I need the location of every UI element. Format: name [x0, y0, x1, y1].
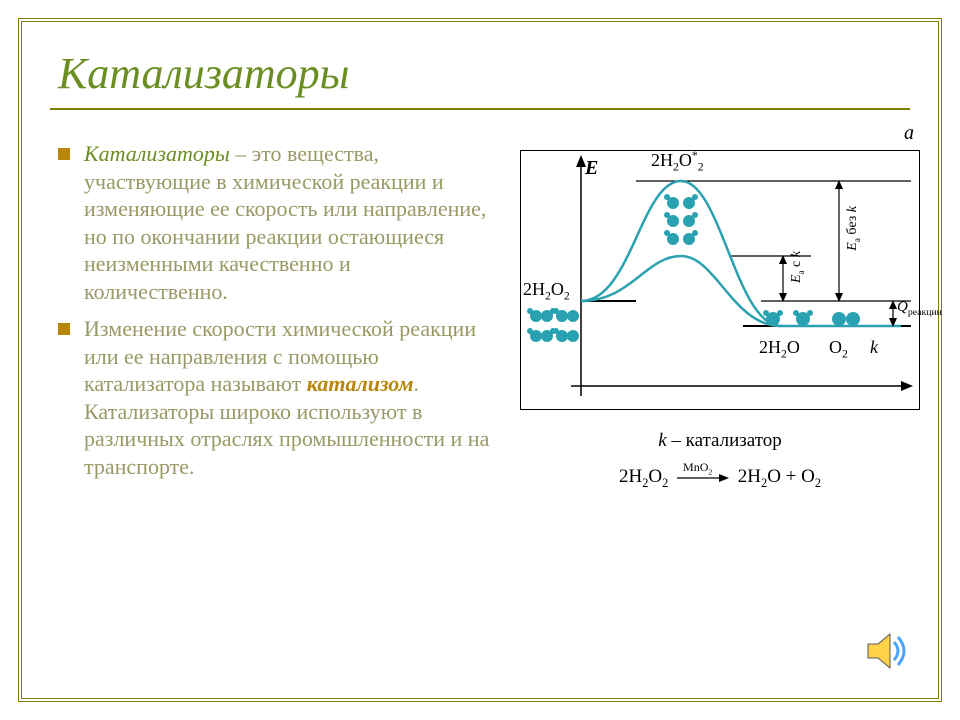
product-label-2: O2: [829, 337, 848, 361]
bullet-1: Катализаторы – это вещества, участвующие…: [58, 140, 498, 305]
q-label: Qреакции: [897, 299, 942, 318]
y-axis-label: E: [585, 157, 598, 180]
equation: 2H2O2 MnO2 2H2O + O2: [520, 466, 920, 491]
diagram-caption: k – катализатор: [520, 430, 920, 452]
x-axis-k: k: [870, 337, 878, 358]
term-catalysis: катализом: [307, 371, 414, 396]
slide-title: Катализаторы: [58, 48, 349, 99]
title-underline: [50, 108, 910, 110]
ea-without-k: Eа без k: [845, 206, 862, 251]
peak-label: 2H2O*2: [651, 149, 704, 174]
bullet-2: Изменение скорости химической реакции ил…: [58, 315, 498, 480]
energy-diagram: a: [520, 150, 920, 491]
molecules-reactant: [525, 306, 579, 348]
product-label-1: 2H2O: [759, 337, 800, 361]
molecules-ts: [659, 193, 707, 253]
reactant-label: 2H2O2: [523, 279, 570, 303]
para-2: Изменение скорости химической реакции ил…: [84, 315, 498, 480]
speaker-icon: [862, 626, 912, 676]
chart-area: E 2H2O*2 2H2O2 2H2O O2 k Eа с k Eа без k…: [520, 150, 920, 410]
para-1: Катализаторы – это вещества, участвующие…: [84, 140, 498, 305]
bullet-icon: [58, 148, 70, 160]
chart-svg: [521, 151, 921, 411]
bullet-icon: [58, 323, 70, 335]
molecules-products: [761, 307, 871, 327]
term-catalyst: Катализаторы: [84, 141, 230, 166]
panel-label: a: [904, 122, 914, 145]
ea-with-k: Eа с k: [789, 251, 806, 283]
body-text: Катализаторы – это вещества, участвующие…: [58, 140, 498, 490]
